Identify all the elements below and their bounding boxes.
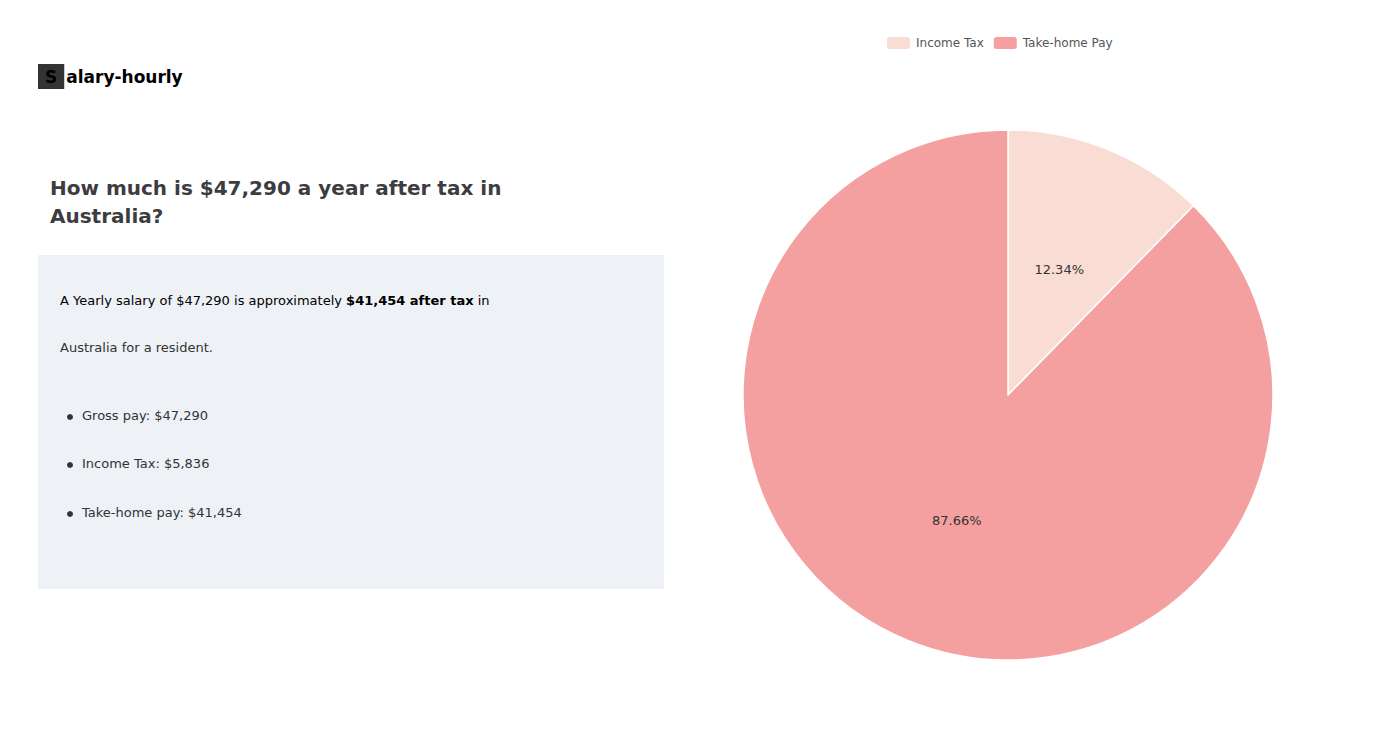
svg-text:S: S bbox=[45, 67, 57, 87]
svg-text:87.66%: 87.66% bbox=[932, 513, 982, 528]
svg-text:alary-hourly: alary-hourly bbox=[66, 67, 182, 87]
svg-text:A Yearly salary of $47,290 is: A Yearly salary of $47,290 is approximat… bbox=[60, 293, 346, 308]
svg-text:Take-home pay: $41,454: Take-home pay: $41,454 bbox=[81, 505, 242, 520]
svg-text:Take-home Pay: Take-home Pay bbox=[1022, 36, 1113, 50]
svg-text:in: in bbox=[474, 293, 490, 308]
svg-text:Income Tax: Income Tax bbox=[916, 36, 984, 50]
svg-text:Gross pay: $47,290: Gross pay: $47,290 bbox=[82, 408, 208, 423]
svg-text:Australia?: Australia? bbox=[50, 204, 163, 228]
svg-text:12.34%: 12.34% bbox=[1034, 262, 1084, 277]
svg-text:$41,454 after tax: $41,454 after tax bbox=[346, 293, 474, 308]
svg-text:Australia for a resident.: Australia for a resident. bbox=[60, 340, 213, 355]
svg-text:How much is $47,290 a year aft: How much is $47,290 a year after tax in bbox=[50, 176, 501, 200]
svg-text:Income Tax: $5,836: Income Tax: $5,836 bbox=[82, 456, 209, 471]
